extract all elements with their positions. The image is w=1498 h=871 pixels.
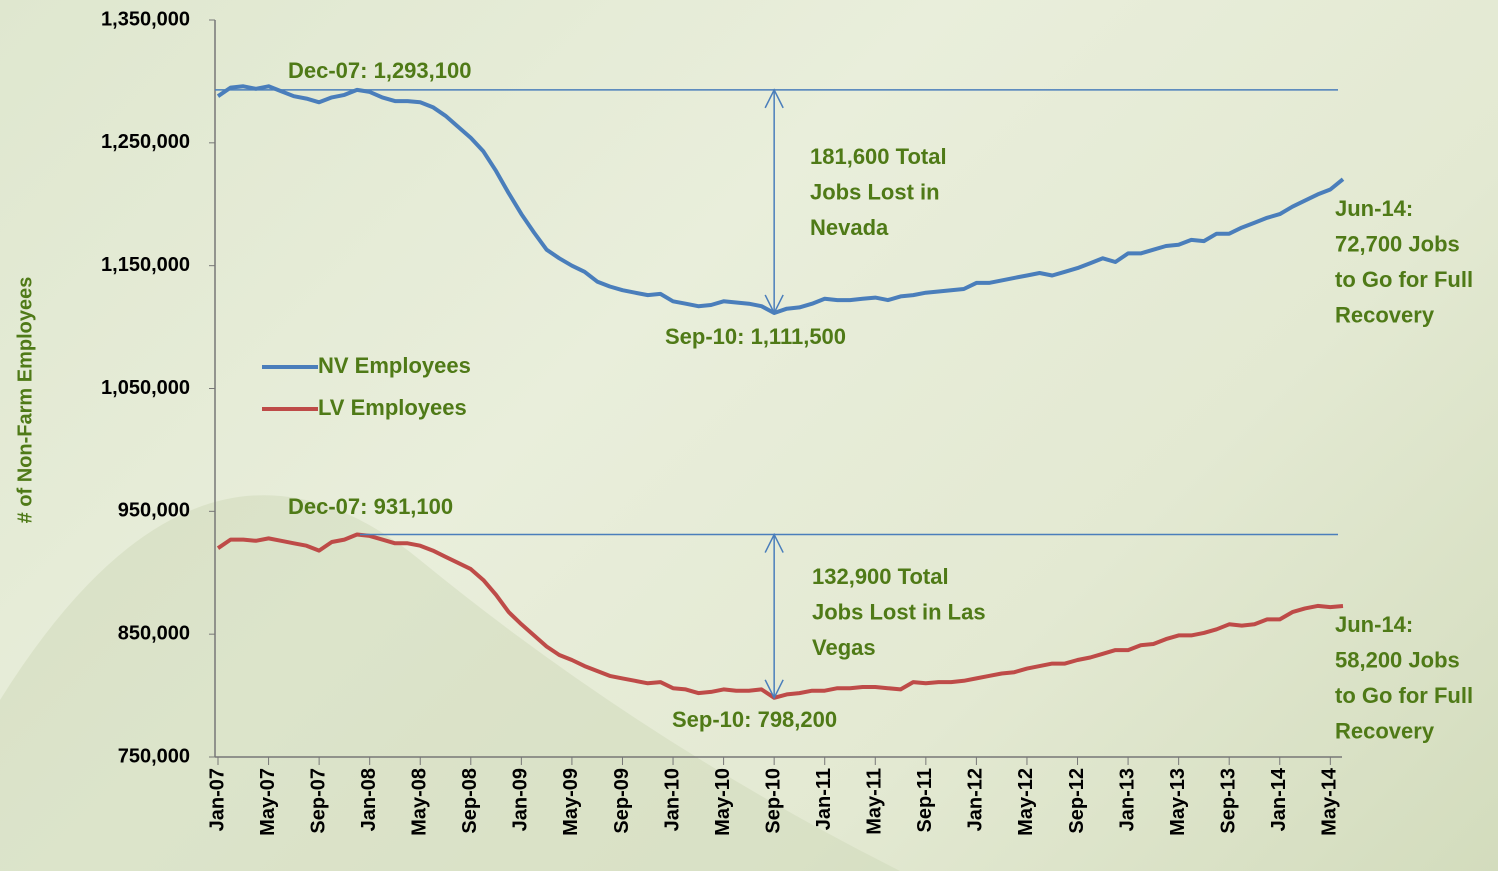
x-tick-label: Jan-11 bbox=[813, 768, 835, 830]
x-tick-label: Jan-10 bbox=[661, 768, 683, 831]
annotation: Dec-07: 931,100 bbox=[288, 494, 453, 519]
x-tick-label: Sep-10 bbox=[762, 768, 784, 834]
annotation: 72,700 Jobs bbox=[1335, 231, 1460, 256]
annotation: to Go for Full bbox=[1335, 683, 1473, 708]
x-tick-label: May-07 bbox=[257, 768, 279, 836]
x-tick-label: Sep-09 bbox=[611, 768, 633, 834]
y-tick-label: 750,000 bbox=[118, 745, 190, 767]
legend-label: LV Employees bbox=[318, 395, 467, 420]
x-tick-label: Jan-07 bbox=[206, 768, 228, 831]
y-tick-label: 1,350,000 bbox=[101, 8, 190, 30]
annotation: Jun-14: bbox=[1335, 196, 1413, 221]
x-tick-label: May-13 bbox=[1167, 768, 1189, 836]
x-tick-label: Sep-08 bbox=[459, 768, 481, 834]
x-tick-label: Sep-12 bbox=[1066, 768, 1088, 834]
page: # of Non-Farm Employees 750,000 850,000 95… bbox=[0, 0, 1498, 871]
x-tick-label: May-12 bbox=[1015, 768, 1037, 836]
y-tick-label: 1,150,000 bbox=[101, 254, 190, 276]
annotation: to Go for Full bbox=[1335, 267, 1473, 292]
x-tick-label: May-14 bbox=[1319, 767, 1341, 836]
x-tick-label: Jan-13 bbox=[1116, 768, 1138, 831]
x-tick-label: Sep-07 bbox=[307, 768, 329, 834]
x-tick-label: Jan-14 bbox=[1268, 767, 1290, 831]
annotation: Recovery bbox=[1335, 718, 1435, 743]
annotation: Dec-07: 1,293,100 bbox=[288, 58, 471, 83]
y-tick-label: 1,250,000 bbox=[101, 131, 190, 153]
x-tick-label: May-11 bbox=[864, 768, 886, 835]
x-tick-label: May-08 bbox=[409, 768, 431, 836]
annotation: Vegas bbox=[812, 635, 876, 660]
annotation: 181,600 Total bbox=[810, 144, 947, 169]
annotation: 132,900 Total bbox=[812, 564, 949, 589]
x-tick-label: Jan-08 bbox=[358, 768, 380, 831]
y-tick-label: 850,000 bbox=[118, 622, 190, 644]
annotation: Jobs Lost in Las bbox=[812, 599, 986, 624]
x-tick-label: May-09 bbox=[560, 768, 582, 836]
x-tick-label: May-10 bbox=[712, 768, 734, 836]
annotation: Jobs Lost in bbox=[810, 179, 940, 204]
y-tick-label: 950,000 bbox=[118, 500, 190, 522]
annotation: 58,200 Jobs bbox=[1335, 647, 1460, 672]
y-tick-label: 1,050,000 bbox=[101, 377, 190, 399]
chart: # of Non-Farm Employees 750,000 850,000 95… bbox=[0, 0, 1498, 871]
annotation: Nevada bbox=[810, 215, 889, 240]
y-axis-label: # of Non-Farm Employees bbox=[14, 277, 36, 524]
x-tick-label: Jan-12 bbox=[965, 768, 987, 831]
annotation: Jun-14: bbox=[1335, 612, 1413, 637]
series-line bbox=[218, 86, 1343, 313]
x-tick-label: Jan-09 bbox=[510, 768, 532, 831]
x-tick-label: Sep-11 bbox=[914, 768, 936, 832]
annotation: Sep-10: 1,111,500 bbox=[665, 324, 846, 349]
annotation: Recovery bbox=[1335, 302, 1435, 327]
annotation: Sep-10: 798,200 bbox=[672, 707, 837, 732]
x-tick-label: Sep-13 bbox=[1217, 768, 1239, 834]
legend-label: NV Employees bbox=[318, 353, 471, 378]
